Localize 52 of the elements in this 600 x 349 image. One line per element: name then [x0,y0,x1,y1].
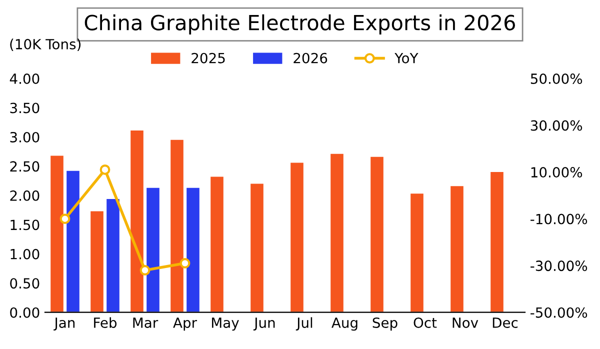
y-tick-label: 2.00 [10,190,40,201]
bar [66,170,80,312]
y-tick-label: 4.00 [10,73,40,84]
bar [210,176,224,312]
y-axis-title: (10K Tons) [10,38,80,52]
point [140,265,150,276]
bar [450,186,464,312]
legend-label: 2025 [192,52,225,64]
bar [90,211,104,312]
y-tick-label: 1.50 [10,220,40,230]
y2-tick-label: 50.00% [530,73,582,84]
x-tick-label: Jun [253,318,275,331]
y2-tick-label: -30.00% [530,260,588,272]
y2-tick-label: -10.00% [530,214,588,224]
legend-label: YoY [394,53,418,64]
x-tick-label: Oct [414,317,437,328]
bar [146,188,160,312]
x-tick-label: May [212,318,239,331]
bar [330,154,344,312]
y2-tick-label: -50.00% [530,307,588,318]
bar [130,130,144,312]
bar [186,188,200,312]
point [100,164,110,175]
x-tick-label: Jul [296,317,312,331]
y-tick-label: 3.50 [10,102,40,114]
chart-title: China Graphite Electrode Exports in 2026 [84,14,516,35]
y2-tick-label: 10.00% [531,167,582,178]
y-tick-label: 0.00 [10,307,40,318]
x-tick-label: Sep [372,317,398,331]
y-tick-label: 2.50 [10,161,40,172]
bar [250,184,264,312]
y-tick-label: 1.00 [10,248,40,260]
x-tick-label: Feb [94,317,117,328]
x-tick-label: Dec [492,318,518,328]
x-tick-label: Jan [54,318,75,331]
y-tick-label: 3.00 [10,132,40,142]
point [180,258,190,268]
bar [50,156,64,312]
bar [106,198,120,312]
x-tick-label: Mar [133,318,158,328]
y2-tick-label: 30.00% [530,120,582,131]
x-tick-label: Apr [173,318,198,331]
y-tick-label: 0.50 [10,278,40,289]
legend-label: 2026 [294,52,328,64]
bar [370,156,384,312]
x-tick-label: Aug [332,318,358,331]
bar [490,172,504,312]
bar [170,140,184,312]
bar [290,162,304,312]
point [60,214,70,224]
x-tick-label: Nov [452,318,478,328]
bar [410,194,424,312]
